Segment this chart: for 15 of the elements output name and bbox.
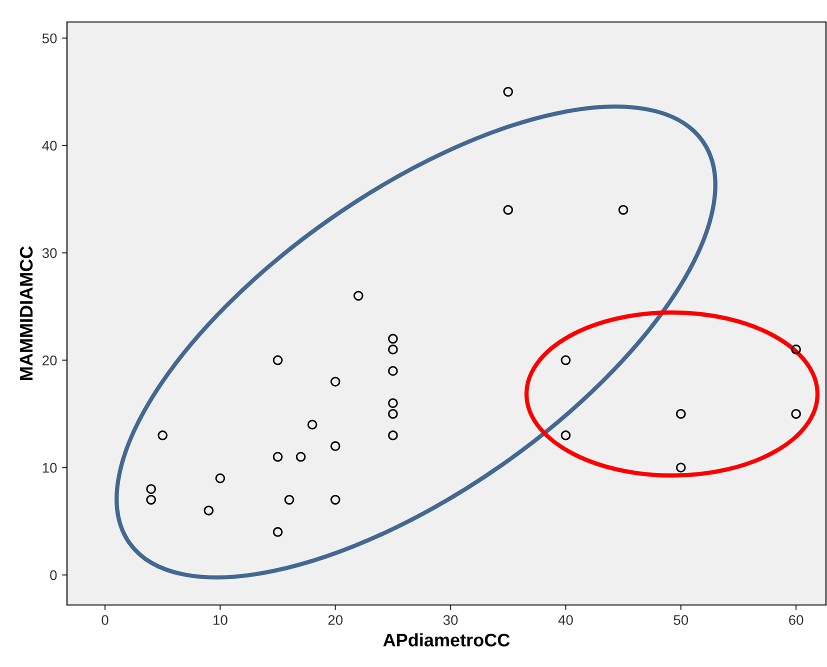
y-tick-label: 10 [42,462,57,473]
x-tick-label: 40 [558,615,573,625]
y-axis-title: MAMMIDIAMCC [20,246,33,380]
x-tick-label: 30 [443,615,458,625]
x-tick-label: 50 [674,615,688,625]
y-tick-label: 20 [42,356,57,366]
x-tick-label: 10 [214,615,228,625]
x-tick-label: 60 [789,615,804,625]
x-axis-title: APdiametroCC [383,633,510,646]
x-tick-label: 0 [102,615,108,625]
x-tick-label: 20 [328,615,343,625]
y-tick-label: 50 [42,33,57,44]
y-tick-label: 40 [42,140,57,151]
y-tick-label: 0 [50,570,57,580]
y-tick-label: 30 [42,248,57,258]
